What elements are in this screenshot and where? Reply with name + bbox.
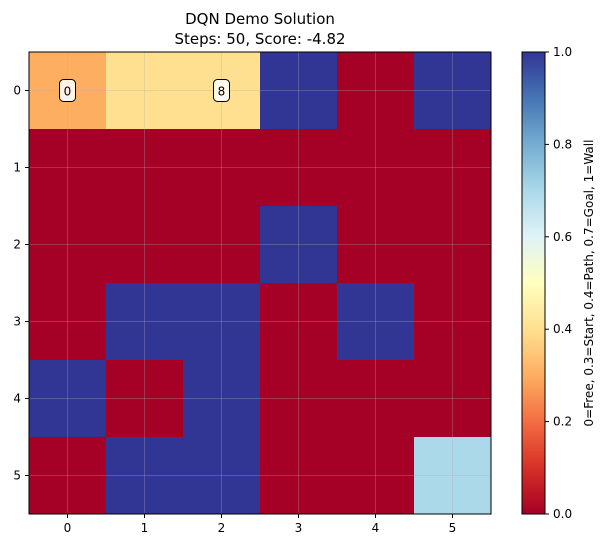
x-axis-ticks: 0 1 2 3 4 5 bbox=[64, 514, 457, 535]
colorbar bbox=[521, 51, 546, 515]
plot-frame bbox=[28, 51, 492, 515]
cell-r4-c1 bbox=[106, 360, 184, 438]
cell-r3-c5 bbox=[414, 283, 492, 361]
annotation-box bbox=[59, 79, 76, 102]
y-axis-ticks: 0 1 2 3 4 5 bbox=[13, 84, 29, 483]
x-tick-label: 3 bbox=[295, 521, 303, 535]
cell-r4-c5 bbox=[414, 360, 492, 438]
heatmap-cells bbox=[29, 52, 492, 515]
x-tick-label: 5 bbox=[449, 521, 457, 535]
cell-r5-c2 bbox=[183, 437, 261, 515]
colorbar-tick-label: 0.2 bbox=[553, 415, 572, 429]
cell-r5-c5 bbox=[414, 437, 492, 515]
cell-r2-c3 bbox=[260, 206, 338, 284]
cell-r2-c0 bbox=[29, 206, 107, 284]
cell-r5-c1 bbox=[106, 437, 184, 515]
annotation-label: 0 bbox=[64, 85, 72, 99]
cell-r1-c4 bbox=[337, 129, 415, 207]
cell-r3-c0 bbox=[29, 283, 107, 361]
y-tick-label: 2 bbox=[13, 238, 21, 252]
cell-r3-c1 bbox=[106, 283, 184, 361]
x-tick-label: 1 bbox=[141, 521, 149, 535]
y-tick-label: 3 bbox=[13, 315, 21, 329]
step-annotation: 0 bbox=[59, 79, 76, 102]
cell-r5-c3 bbox=[260, 437, 338, 515]
colorbar-tick-label: 0.8 bbox=[553, 137, 572, 151]
heatmap-gridlines bbox=[29, 52, 491, 514]
cell-r4-c2 bbox=[183, 360, 261, 438]
cell-r1-c5 bbox=[414, 129, 492, 207]
cell-r2-c1 bbox=[106, 206, 184, 284]
cell-r2-c4 bbox=[337, 206, 415, 284]
colorbar-tick-label: 1.0 bbox=[553, 45, 572, 59]
cell-r1-c2 bbox=[183, 129, 261, 207]
x-tick-label: 0 bbox=[64, 521, 72, 535]
colorbar-tick-label: 0.0 bbox=[553, 507, 572, 521]
cell-r5-c4 bbox=[337, 437, 415, 515]
cell-r4-c4 bbox=[337, 360, 415, 438]
cell-r5-c0 bbox=[29, 437, 107, 515]
cell-r3-c4 bbox=[337, 283, 415, 361]
cell-r0-c4 bbox=[337, 52, 415, 130]
cell-r0-c1 bbox=[106, 52, 184, 130]
annotation-label: 8 bbox=[218, 85, 226, 99]
chart-subtitle: Steps: 50, Score: -4.82 bbox=[174, 30, 345, 48]
colorbar-ticks: 0.0 0.2 0.4 0.6 0.8 1.0 bbox=[545, 45, 572, 521]
cell-r4-c0 bbox=[29, 360, 107, 438]
cell-r3-c2 bbox=[183, 283, 261, 361]
step-annotation: 8 bbox=[213, 79, 230, 102]
cell-r0-c3 bbox=[260, 52, 338, 130]
chart-title: DQN Demo Solution bbox=[185, 10, 335, 28]
cell-r3-c3 bbox=[260, 283, 338, 361]
x-tick-label: 4 bbox=[372, 521, 380, 535]
y-tick-label: 4 bbox=[13, 392, 21, 406]
y-tick-label: 1 bbox=[13, 161, 21, 175]
cell-r1-c1 bbox=[106, 129, 184, 207]
cell-r1-c0 bbox=[29, 129, 107, 207]
y-tick-label: 0 bbox=[13, 84, 21, 98]
cell-r4-c3 bbox=[260, 360, 338, 438]
y-tick-label: 5 bbox=[13, 469, 21, 483]
cell-r2-c2 bbox=[183, 206, 261, 284]
colorbar-tick-label: 0.6 bbox=[553, 230, 572, 244]
cell-r2-c5 bbox=[414, 206, 492, 284]
annotation-box bbox=[213, 79, 230, 102]
cell-r0-c5 bbox=[414, 52, 492, 130]
colorbar-tick-label: 0.4 bbox=[553, 322, 572, 336]
x-tick-label: 2 bbox=[218, 521, 226, 535]
cell-r1-c3 bbox=[260, 129, 338, 207]
colorbar-label: 0=Free, 0.3=Start, 0.4=Path, 0.7=Goal, 1… bbox=[582, 140, 596, 427]
